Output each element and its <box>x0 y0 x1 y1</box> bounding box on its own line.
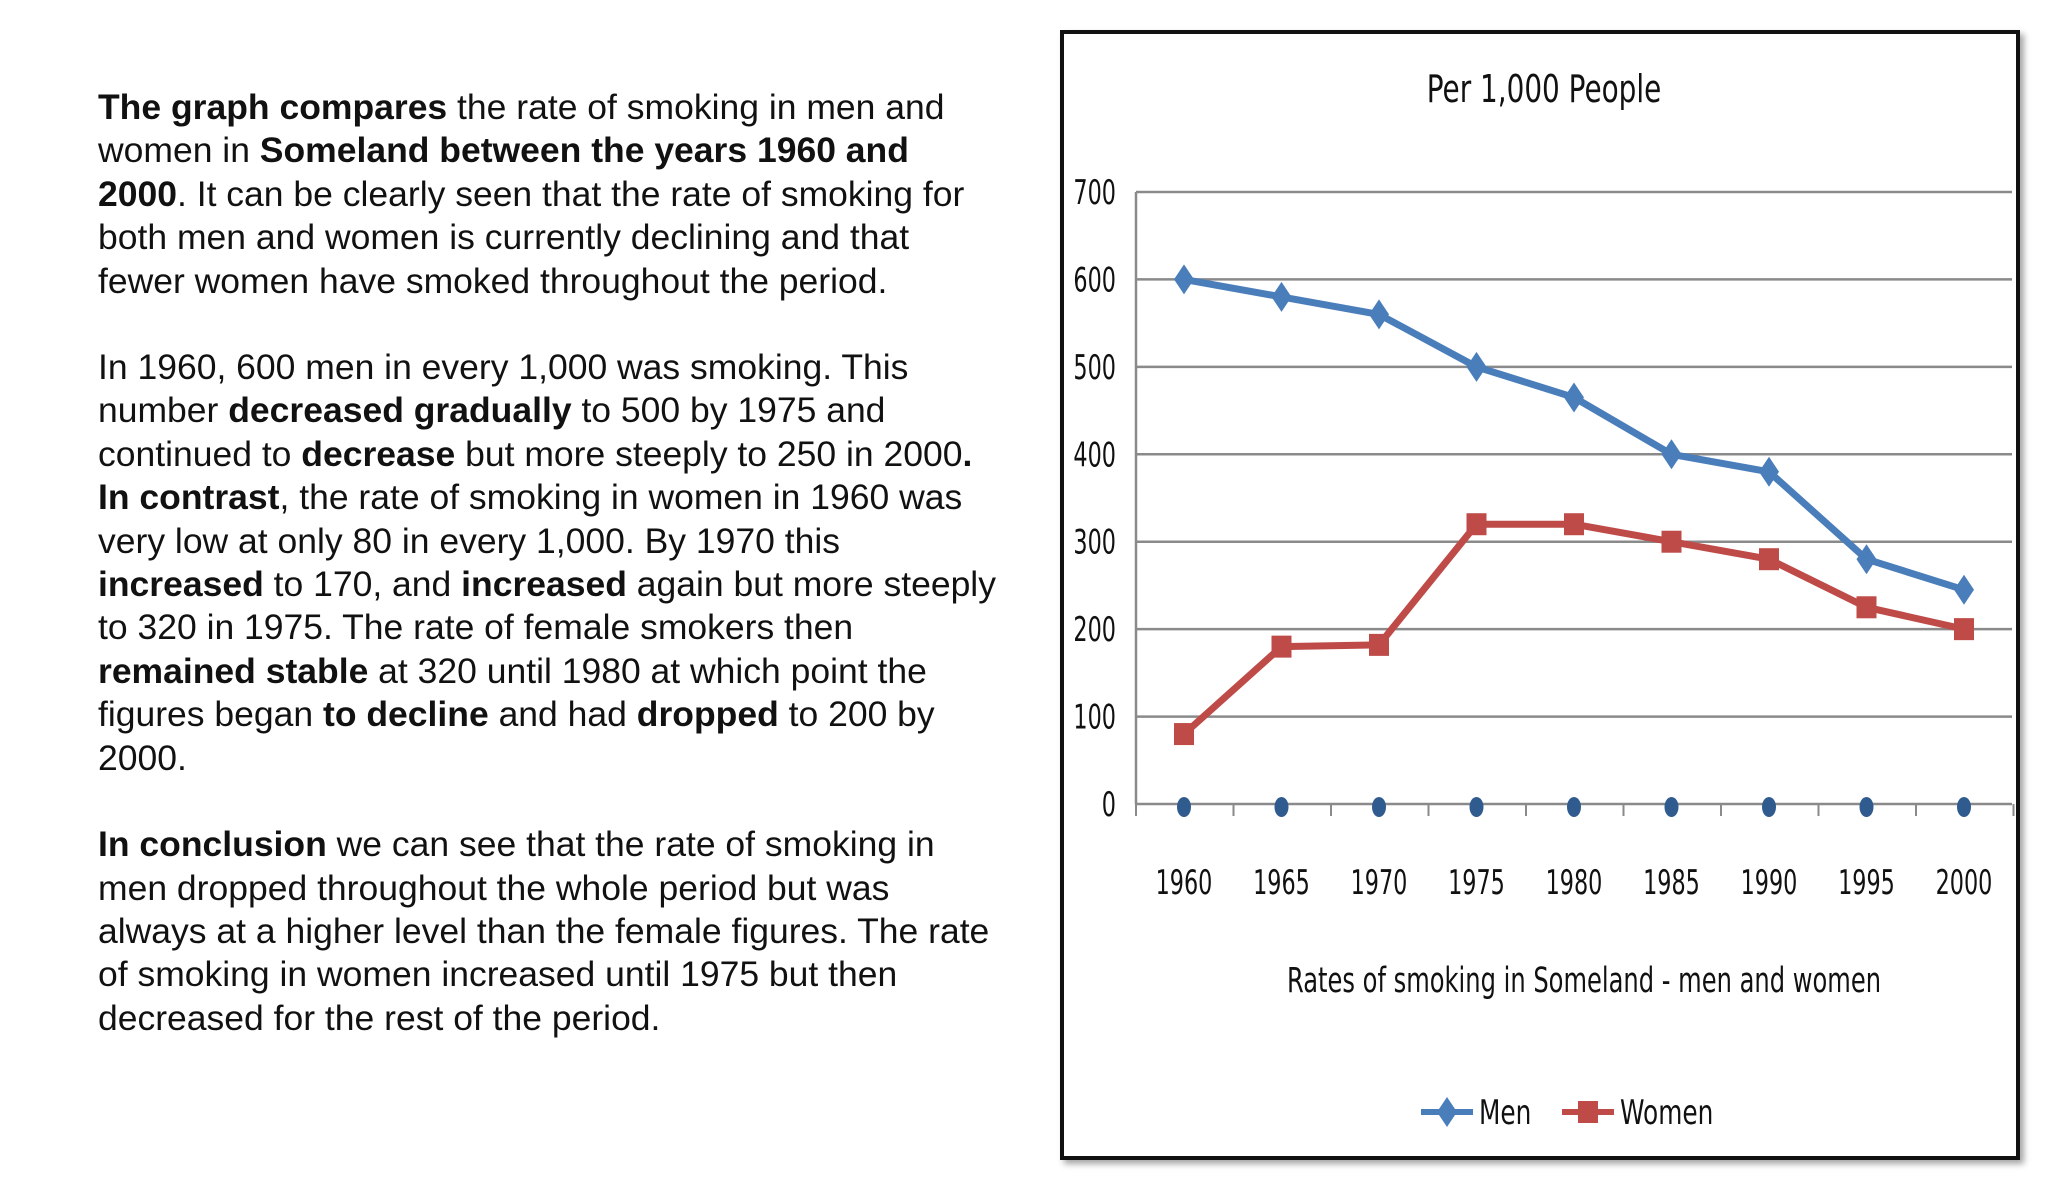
data-point-women <box>1856 596 1877 619</box>
data-point-men <box>1856 544 1877 575</box>
essay-text-run: to 500 by 1975 and continued to <box>98 390 886 474</box>
x-tick-label: 1990 <box>1741 862 1798 902</box>
data-point-women <box>1759 548 1779 571</box>
data-point-women <box>1466 513 1487 536</box>
essay-text-run: increased <box>461 564 627 605</box>
chart-legend: Men Women <box>1421 1093 1713 1133</box>
zero-marker <box>1664 797 1679 817</box>
data-point-women <box>1564 513 1584 536</box>
data-point-men <box>1564 382 1584 413</box>
x-tick-label: 1970 <box>1351 862 1408 902</box>
zero-marker <box>1469 797 1484 817</box>
data-point-men <box>1954 574 1974 605</box>
zero-marker <box>1567 797 1581 817</box>
essay-text-run: dropped <box>636 694 779 735</box>
essay-text-run: . It can be clearly seen that the rate o… <box>98 173 965 301</box>
data-point-women <box>1174 723 1194 746</box>
essay-text-run: decreased gradually <box>228 390 572 431</box>
essay-paragraph-intro: The graph compares the rate of smoking i… <box>98 86 998 303</box>
essay-text-run: to 170, and <box>263 564 462 605</box>
zero-marker <box>1177 797 1191 817</box>
y-tick-label: 600 <box>1073 259 1116 299</box>
legend-label: Men <box>1479 1093 1531 1133</box>
data-point-men <box>1759 456 1779 487</box>
zero-marker <box>1957 797 1971 817</box>
legend-label: Women <box>1620 1093 1713 1133</box>
essay-text-run: Someland between the years 1960 and 2000 <box>98 130 909 214</box>
y-tick-label: 400 <box>1073 434 1116 474</box>
y-tick-label: 300 <box>1073 522 1116 562</box>
data-point-men <box>1174 264 1194 295</box>
y-axis: 0 100 200 300 400 500 600 700 <box>1073 172 1138 824</box>
essay-text-run: . In contrast <box>98 433 973 518</box>
line-chart: Per 1,000 People 0100200300400500600700 … <box>1073 67 2015 1133</box>
x-tick-label: 2000 <box>1936 862 1993 902</box>
legend-marker <box>1578 1101 1598 1123</box>
essay-paragraph-details: In 1960, 600 men in every 1,000 was smok… <box>98 346 998 780</box>
x-tick-label: 1965 <box>1253 862 1310 902</box>
essay-text-run: the rate of smoking in men and women in <box>98 87 945 171</box>
data-point-women <box>1271 635 1292 658</box>
essay-text-run: to 200 by 2000. <box>98 694 935 778</box>
x-tick-label: 1995 <box>1838 862 1895 902</box>
essay-text-run: to decline <box>323 694 489 735</box>
data-point-women <box>1661 530 1682 553</box>
essay-text-run: and had <box>488 694 637 735</box>
zero-marker <box>1274 797 1289 817</box>
x-tick-label: 1960 <box>1156 862 1213 902</box>
essay-text-run: In 1960, 600 men in every 1,000 was smok… <box>98 347 909 431</box>
chart-title: Per 1,000 People <box>1427 67 1662 112</box>
zero-marker <box>1859 797 1874 817</box>
y-tick-label: 200 <box>1073 609 1116 649</box>
x-axis-label: Rates of smoking in Someland - men and w… <box>1287 961 1881 1002</box>
data-point-women <box>1954 618 1974 641</box>
essay-text-run: we can see that the rate of smoking in m… <box>98 824 990 1038</box>
essay-text-run: The graph compares <box>98 87 448 127</box>
y-tick-label: 0 <box>1102 784 1116 824</box>
data-point-men <box>1369 299 1389 330</box>
y-tick-label: 700 <box>1073 172 1116 212</box>
y-tick-label: 100 <box>1073 697 1116 737</box>
data-point-men <box>1661 439 1682 470</box>
data-point-women <box>1369 633 1389 656</box>
essay-text-run: increased <box>98 564 264 605</box>
series-line-men <box>1183 275 1966 594</box>
y-tick-label: 500 <box>1073 347 1116 387</box>
x-tick-label: 1985 <box>1643 862 1700 902</box>
chart-series <box>1174 264 1974 817</box>
zero-marker <box>1372 797 1386 817</box>
data-point-men <box>1271 281 1292 312</box>
chart-gridlines <box>1136 190 2012 806</box>
essay-text: The graph compares the rate of smoking i… <box>98 86 998 1083</box>
essay-text-run: decrease <box>301 433 456 474</box>
essay-text-run: again but more steeply to 320 in 1975. T… <box>98 564 996 648</box>
legend-marker <box>1437 1097 1457 1127</box>
essay-paragraph-conclusion: In conclusion we can see that the rate o… <box>98 823 998 1040</box>
essay-text-run: but more steeply to 250 in 2000 <box>455 433 963 474</box>
data-point-men <box>1466 351 1487 382</box>
essay-text-run: at 320 until 1980 at which point the fig… <box>98 650 927 735</box>
x-tick-label: 1980 <box>1546 862 1603 902</box>
x-tick-label: 1975 <box>1448 862 1505 902</box>
essay-text-run: , the rate of smoking in women in 1960 w… <box>98 477 963 561</box>
essay-text-run: In conclusion <box>98 824 327 865</box>
x-axis: 1960 1965 1970 1975 1980 1985 1990 1995 2000 <box>1135 804 2015 902</box>
line-chart-frame: Per 1,000 People 0 100 200 300 400 500 600 700 … <box>1060 30 2020 1160</box>
zero-marker <box>1762 797 1776 817</box>
essay-text-run: remained stable <box>98 650 369 691</box>
